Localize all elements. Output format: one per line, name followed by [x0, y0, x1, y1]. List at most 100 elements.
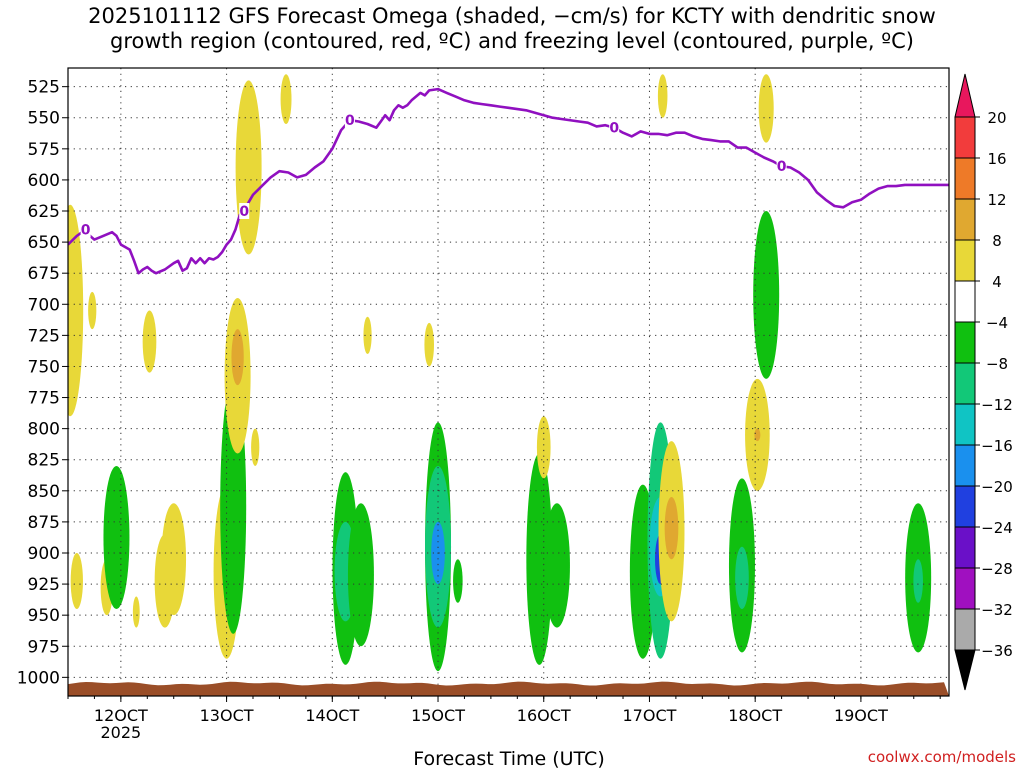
omega-region	[280, 74, 292, 124]
freezing-label-bg	[609, 119, 620, 136]
omega-shading-layer	[68, 74, 932, 672]
grid-lines	[68, 68, 949, 696]
colorbar-label: −8	[986, 355, 1008, 373]
colorbar-segment	[954, 485, 976, 528]
colorbar-segment	[954, 198, 976, 241]
omega-region	[913, 559, 923, 603]
freezing-level-label: 0	[777, 159, 787, 175]
y-tick-label: 700	[28, 295, 60, 315]
omega-region	[424, 322, 434, 367]
colorbar-bottom-arrow	[954, 649, 976, 691]
colorbar-label: −32	[981, 601, 1013, 619]
freezing-label-bg	[776, 158, 787, 175]
omega-region	[142, 310, 157, 373]
y-tick-label: 650	[28, 233, 60, 253]
omega-region	[735, 546, 749, 609]
freezing-label-bg	[239, 203, 250, 220]
freezing-level-label: 0	[239, 204, 249, 220]
omega-region	[536, 416, 551, 479]
x-tick-label: 18OCT	[728, 706, 782, 725]
omega-region	[753, 211, 780, 379]
terrain-layer	[68, 681, 949, 696]
x-tick-label: 15OCT	[411, 706, 465, 725]
colorbar-segment	[954, 403, 976, 446]
colorbar-segment	[954, 321, 976, 364]
y-tick-label: 725	[28, 326, 60, 346]
x-axis-label: Forecast Time (UTC)	[413, 748, 604, 768]
terrain-fill	[68, 681, 949, 696]
freezing-level-label: 0	[345, 113, 355, 129]
y-tick-label: 850	[28, 482, 60, 502]
y-tick-label: 900	[28, 544, 60, 564]
plot-frame	[67, 67, 950, 697]
omega-region	[68, 204, 84, 417]
omega-region	[543, 503, 570, 628]
colorbar: 20 16 12 8 4 −4 −8 −12 −16 −20 −24 −28 −32 −36	[954, 73, 1013, 691]
y-tick-label: 525	[28, 78, 60, 98]
colorbar-segment	[954, 526, 976, 569]
omega-region	[758, 74, 774, 143]
omega-region	[70, 552, 83, 609]
colorbar-label: −16	[981, 437, 1013, 455]
freezing-label-bg	[344, 112, 355, 129]
y-tick-label: 575	[28, 140, 60, 160]
x-tick-label: 16OCT	[517, 706, 571, 725]
y-tick-label: 800	[28, 420, 60, 440]
colorbar-segment	[954, 280, 976, 323]
y-tick-label: 1000	[17, 668, 60, 688]
omega-region	[657, 74, 668, 118]
colorbar-label: −36	[981, 642, 1013, 660]
colorbar-segment	[954, 362, 976, 405]
colorbar-label: −20	[981, 478, 1013, 496]
x-tick-label: 14OCT	[305, 706, 359, 725]
y-tick-label: 975	[28, 637, 60, 657]
colorbar-label: 4	[992, 273, 1002, 291]
freezing-level-line	[68, 87, 949, 275]
omega-region	[664, 497, 679, 560]
y-tick-label: 625	[28, 202, 60, 222]
y-tick-label: 750	[28, 357, 60, 377]
y-tick-label: 825	[28, 451, 60, 471]
colorbar-label: 16	[987, 150, 1006, 168]
omega-region	[347, 503, 374, 647]
omega-region	[251, 428, 260, 466]
colorbar-label: 8	[992, 232, 1002, 250]
freezing-level-layer: 0 0 0 0 0	[68, 87, 949, 275]
omega-region	[88, 291, 97, 330]
x-tick-label: 12OCT	[94, 706, 148, 725]
y-tick-label: 875	[28, 513, 60, 533]
colorbar-segment	[954, 444, 976, 487]
colorbar-segment	[954, 116, 976, 159]
chart-title-line-1: 2025101112 GFS Forecast Omega (shaded, −…	[88, 4, 936, 28]
omega-region	[526, 453, 553, 665]
chart-title-line-2: growth region (contoured, red, ºC) and f…	[110, 29, 914, 53]
omega-region	[132, 596, 140, 628]
colorbar-label: −28	[981, 560, 1013, 578]
omega-region	[235, 80, 262, 255]
omega-region	[363, 316, 372, 355]
omega-region	[453, 559, 463, 603]
colorbar-segment	[954, 157, 976, 200]
y-tick-label: 925	[28, 575, 60, 595]
colorbar-label: −24	[981, 519, 1013, 537]
omega-region	[754, 428, 761, 442]
omega-region	[103, 465, 130, 609]
x-tick-sublabel: 2025	[101, 723, 142, 742]
y-tick-label: 675	[28, 264, 60, 284]
site-credit: coolwx.com/models	[868, 748, 1016, 766]
omega-region	[231, 329, 244, 386]
x-tick-label: 17OCT	[623, 706, 677, 725]
colorbar-label: −12	[981, 396, 1013, 414]
colorbar-top-arrow	[954, 73, 976, 118]
omega-region	[161, 503, 187, 616]
colorbar-label: 12	[987, 191, 1006, 209]
colorbar-label: −4	[986, 314, 1008, 332]
colorbar-segment	[954, 239, 976, 282]
x-tick-label: 13OCT	[200, 706, 254, 725]
freezing-level-label: 0	[609, 121, 619, 137]
y-tick-label: 775	[28, 389, 60, 409]
y-axis: 525 550 575 600 625 650 675 700 725 750 775 800 825 8…	[17, 78, 68, 688]
freezing-label-bg	[80, 221, 91, 238]
